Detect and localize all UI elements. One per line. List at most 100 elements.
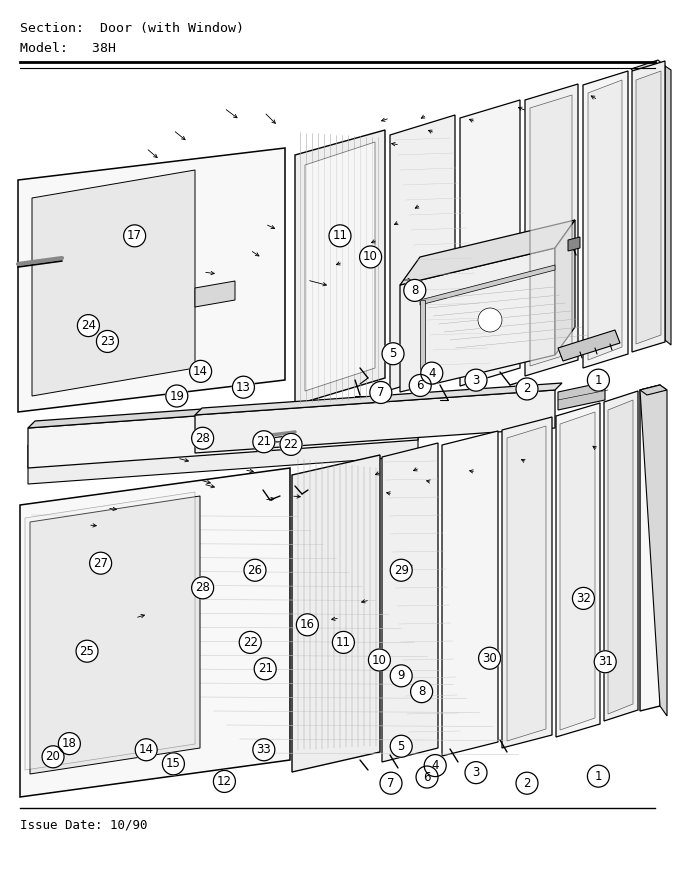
Circle shape (478, 308, 502, 332)
Text: 19: 19 (169, 390, 184, 402)
Circle shape (253, 739, 275, 760)
Circle shape (239, 632, 261, 653)
Text: 22: 22 (284, 438, 299, 451)
Text: 10: 10 (363, 251, 378, 263)
Circle shape (166, 385, 188, 407)
Circle shape (465, 761, 487, 783)
Text: 14: 14 (139, 744, 154, 756)
Polygon shape (583, 71, 628, 368)
Circle shape (411, 681, 432, 703)
Circle shape (254, 657, 276, 679)
Circle shape (329, 225, 351, 247)
Circle shape (382, 343, 404, 364)
Polygon shape (30, 496, 200, 774)
Polygon shape (460, 100, 520, 386)
Text: 7: 7 (377, 386, 385, 399)
Text: 24: 24 (81, 319, 96, 332)
Circle shape (42, 745, 64, 767)
Circle shape (124, 225, 146, 247)
Polygon shape (382, 443, 438, 762)
Text: 28: 28 (195, 432, 210, 444)
Circle shape (253, 431, 275, 452)
Circle shape (296, 614, 318, 635)
Text: 1: 1 (594, 374, 602, 386)
Text: 3: 3 (473, 374, 479, 386)
Circle shape (390, 665, 412, 687)
Text: 30: 30 (482, 652, 497, 664)
Polygon shape (507, 426, 546, 741)
Circle shape (360, 246, 381, 268)
Text: 6: 6 (416, 379, 424, 392)
Circle shape (573, 588, 594, 610)
Text: 27: 27 (93, 557, 108, 569)
Circle shape (416, 766, 438, 788)
Text: 28: 28 (195, 582, 210, 594)
Polygon shape (390, 115, 455, 390)
Text: 5: 5 (398, 740, 405, 752)
Polygon shape (292, 455, 380, 772)
Circle shape (370, 382, 392, 403)
Polygon shape (530, 95, 572, 366)
Text: 26: 26 (248, 564, 262, 576)
Polygon shape (636, 71, 661, 344)
Text: 11: 11 (333, 230, 347, 242)
Text: 21: 21 (256, 436, 271, 448)
Text: 1: 1 (594, 770, 602, 782)
Text: Model:   38H: Model: 38H (20, 41, 116, 55)
Circle shape (192, 428, 214, 449)
Text: 23: 23 (100, 335, 115, 348)
Text: 15: 15 (166, 758, 181, 770)
Polygon shape (560, 412, 595, 730)
Circle shape (465, 369, 487, 391)
Polygon shape (400, 248, 555, 392)
Circle shape (190, 361, 211, 382)
Polygon shape (568, 237, 580, 251)
Polygon shape (420, 265, 555, 305)
Text: 8: 8 (411, 284, 418, 297)
Text: 9: 9 (397, 670, 405, 682)
Polygon shape (20, 468, 290, 797)
Polygon shape (195, 390, 555, 453)
Text: Issue Date: 10/90: Issue Date: 10/90 (20, 818, 148, 832)
Polygon shape (632, 61, 665, 352)
Text: 22: 22 (243, 636, 258, 649)
Text: 18: 18 (62, 737, 77, 750)
Polygon shape (28, 400, 418, 468)
Circle shape (479, 648, 500, 669)
Circle shape (390, 736, 412, 757)
Polygon shape (305, 142, 375, 391)
Text: 4: 4 (431, 759, 439, 772)
Circle shape (76, 641, 98, 663)
Circle shape (594, 651, 616, 672)
Circle shape (163, 753, 184, 775)
Polygon shape (608, 400, 633, 714)
Text: 5: 5 (390, 348, 396, 360)
Polygon shape (420, 300, 425, 390)
Text: 10: 10 (372, 654, 387, 666)
Text: 3: 3 (473, 766, 479, 779)
Polygon shape (640, 385, 667, 395)
Text: 14: 14 (193, 365, 208, 378)
Polygon shape (558, 382, 605, 410)
Polygon shape (442, 431, 498, 756)
Polygon shape (631, 60, 665, 75)
Circle shape (90, 553, 112, 575)
Circle shape (192, 577, 214, 599)
Circle shape (588, 765, 609, 787)
Circle shape (280, 434, 302, 456)
Circle shape (214, 771, 235, 793)
Text: 2: 2 (523, 383, 531, 395)
Circle shape (233, 377, 254, 399)
Text: 7: 7 (387, 777, 395, 789)
Text: 6: 6 (423, 771, 431, 783)
Text: 29: 29 (394, 564, 409, 576)
Polygon shape (195, 383, 562, 415)
Text: 31: 31 (598, 656, 613, 668)
Text: 2: 2 (523, 777, 531, 789)
Circle shape (516, 773, 538, 795)
Circle shape (409, 375, 431, 397)
Text: 8: 8 (418, 686, 425, 698)
Polygon shape (665, 66, 671, 345)
Circle shape (404, 280, 426, 302)
Text: 12: 12 (217, 775, 232, 788)
